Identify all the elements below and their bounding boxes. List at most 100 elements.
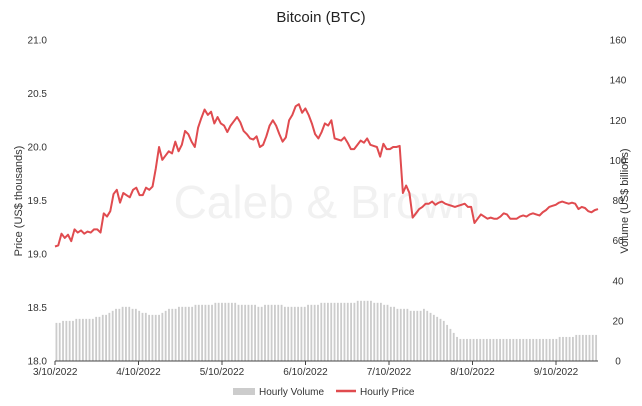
- volume-bar: [585, 334, 588, 361]
- volume-bar: [270, 304, 273, 361]
- volume-bar: [115, 308, 117, 361]
- volume-bar: [562, 336, 564, 361]
- volume-bar: [300, 306, 303, 361]
- volume-bar: [383, 304, 386, 361]
- x-tick-label: 8/10/2022: [450, 367, 495, 378]
- volume-bar: [323, 302, 326, 361]
- volume-bar: [595, 334, 598, 361]
- volume-bar: [144, 312, 147, 361]
- volume-bar: [313, 304, 316, 361]
- volume-bar: [519, 338, 521, 361]
- volume-bar: [283, 306, 286, 361]
- volume-bar: [538, 338, 541, 361]
- y-right-ticks: 0 20 40 60 80 100 120 140 160: [610, 36, 627, 368]
- volume-bar: [134, 308, 137, 361]
- y-tick-label: 20.0: [28, 143, 48, 154]
- x-ticks: 3/10/2022 4/10/2022 5/10/2022 6/10/2022 7/10…: [33, 361, 579, 378]
- volume-bar: [525, 338, 528, 361]
- volume-bar: [98, 316, 101, 361]
- volume-bar: [101, 314, 104, 361]
- volume-bar: [406, 308, 409, 361]
- volume-bar: [105, 314, 107, 361]
- price-series-line: [54, 103, 599, 248]
- volume-bar: [257, 306, 260, 361]
- volume-bar: [187, 306, 190, 361]
- volume-bar: [578, 334, 581, 361]
- y2-tick-label: 140: [610, 76, 627, 87]
- volume-bar: [509, 338, 511, 361]
- volume-bar: [264, 304, 266, 361]
- y-tick-label: 19.5: [28, 196, 48, 207]
- volume-bar: [214, 302, 217, 361]
- volume-bar: [419, 310, 422, 361]
- y2-tick-label: 160: [610, 36, 627, 47]
- volume-bar: [250, 304, 253, 361]
- x-tick-label: 5/10/2022: [200, 367, 245, 378]
- volume-bar: [581, 334, 584, 361]
- volume-bar: [340, 302, 343, 361]
- volume-bar: [472, 338, 475, 361]
- volume-bar: [515, 338, 518, 361]
- volume-bar: [260, 306, 263, 361]
- volume-bar: [320, 302, 323, 361]
- volume-bar: [204, 304, 207, 361]
- volume-bar: [191, 306, 194, 361]
- volume-bar: [346, 302, 349, 361]
- volume-bar: [154, 314, 157, 361]
- y-axis-title: Price (US$ thousands): [13, 146, 25, 257]
- y-tick-label: 21.0: [28, 36, 48, 47]
- volume-bar: [492, 338, 495, 361]
- volume-bar: [416, 310, 419, 361]
- volume-bar: [151, 314, 154, 361]
- y2-axis-title: Volume (US$ billions): [619, 148, 631, 253]
- volume-bar: [572, 336, 574, 361]
- volume-bar: [459, 338, 462, 361]
- volume-bar: [75, 318, 78, 361]
- y2-tick-label: 80: [612, 196, 624, 207]
- volume-bar: [399, 308, 402, 361]
- legend: Hourly Volume Hourly Price: [233, 387, 415, 398]
- volume-bar: [224, 302, 227, 361]
- volume-bar: [489, 338, 492, 361]
- volume-bar: [125, 306, 127, 361]
- volume-bar: [111, 310, 114, 361]
- volume-bar: [307, 304, 309, 361]
- y-tick-label: 18.5: [28, 303, 48, 314]
- volume-bar: [317, 304, 319, 361]
- volume-bar: [158, 314, 160, 361]
- volume-bar: [353, 302, 356, 361]
- volume-bar: [522, 338, 525, 361]
- x-tick-label: 3/10/2022: [33, 367, 78, 378]
- y2-tick-label: 40: [612, 276, 624, 287]
- volume-bar: [370, 300, 372, 361]
- volume-bar: [393, 306, 396, 361]
- volume-bar: [376, 302, 379, 361]
- chart-title: Bitcoin (BTC): [276, 9, 365, 26]
- volume-bar: [138, 310, 141, 361]
- volume-bar: [234, 302, 237, 361]
- volume-bar: [118, 308, 121, 361]
- volume-bar: [555, 338, 558, 361]
- volume-bar: [482, 338, 485, 361]
- volume-bar: [413, 310, 415, 361]
- volume-bar: [575, 334, 578, 361]
- volume-bar: [336, 302, 339, 361]
- volume-bar: [360, 300, 362, 361]
- volume-bar: [164, 310, 167, 361]
- volume-bar: [568, 336, 571, 361]
- volume-bar: [211, 304, 213, 361]
- y-tick-label: 19.0: [28, 250, 48, 261]
- volume-bar: [485, 338, 488, 361]
- volume-bar: [403, 308, 405, 361]
- volume-bar: [432, 314, 435, 361]
- volume-bar: [379, 302, 382, 361]
- volume-bar: [91, 318, 94, 361]
- volume-bar: [131, 308, 134, 361]
- volume-bar: [462, 338, 465, 361]
- volume-bar: [327, 302, 329, 361]
- volume-bar: [512, 338, 515, 361]
- volume-bar: [293, 306, 296, 361]
- volume-bar: [227, 302, 230, 361]
